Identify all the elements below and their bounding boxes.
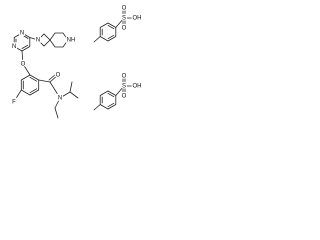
bond bbox=[54, 107, 59, 119]
bond bbox=[38, 79, 51, 83]
atom-label: O bbox=[21, 62, 26, 68]
atom-label: S bbox=[122, 84, 126, 90]
atom-label: NH bbox=[67, 38, 76, 44]
bond bbox=[93, 104, 101, 111]
bond bbox=[69, 81, 73, 93]
bonds bbox=[13, 7, 135, 119]
atom-label: N bbox=[12, 44, 16, 50]
bond bbox=[49, 81, 61, 99]
double-bond bbox=[23, 35, 29, 39]
double-bond bbox=[48, 73, 57, 81]
double-bond bbox=[29, 88, 38, 94]
atom-label: O bbox=[122, 26, 127, 32]
bond bbox=[59, 91, 71, 99]
double-bond bbox=[21, 44, 29, 49]
piperidine-ring bbox=[49, 32, 69, 48]
atom-label: O bbox=[122, 6, 127, 12]
atom-label: S bbox=[122, 16, 126, 22]
benzene-ring bbox=[20, 74, 40, 96]
bond bbox=[93, 36, 101, 43]
atom-label: N bbox=[20, 31, 24, 37]
bond bbox=[21, 50, 24, 65]
atom-label: OH bbox=[133, 84, 142, 90]
bond bbox=[49, 74, 59, 83]
atom-label: N bbox=[58, 96, 62, 102]
double-bond bbox=[107, 102, 115, 108]
double-bond bbox=[29, 76, 38, 82]
double-bond bbox=[107, 34, 115, 40]
double-bond bbox=[107, 92, 115, 98]
atom-label: OH bbox=[133, 16, 142, 22]
atom-label: O bbox=[122, 94, 127, 100]
double-bond bbox=[107, 24, 115, 30]
bond bbox=[69, 91, 79, 99]
atom-label: N bbox=[36, 38, 40, 44]
bond bbox=[29, 37, 39, 41]
atom-label: F bbox=[12, 100, 16, 106]
bond bbox=[54, 97, 61, 109]
bond bbox=[22, 63, 31, 76]
bond bbox=[14, 89, 22, 101]
atom-label: O bbox=[122, 74, 127, 80]
atom-label: O bbox=[56, 73, 61, 79]
